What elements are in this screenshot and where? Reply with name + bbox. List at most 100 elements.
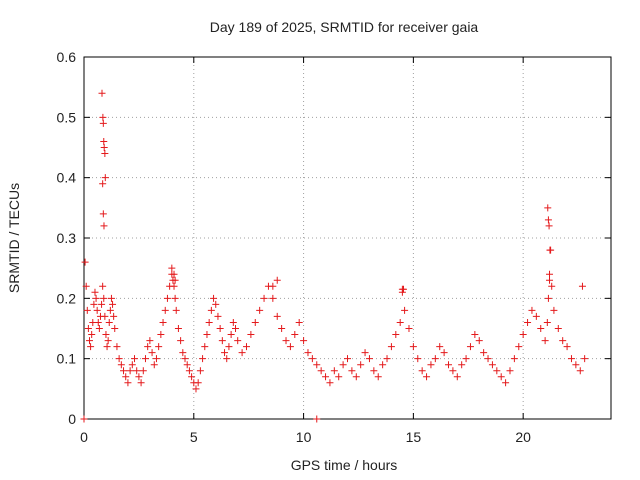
data-point	[541, 337, 549, 345]
data-point	[99, 180, 107, 188]
data-point	[181, 355, 189, 363]
data-point	[99, 113, 107, 121]
data-point	[131, 355, 139, 363]
data-point	[308, 355, 316, 363]
data-point	[344, 355, 351, 363]
data-point	[100, 137, 108, 145]
data-point	[330, 367, 338, 375]
data-point	[291, 331, 299, 339]
data-point	[179, 349, 187, 357]
data-point	[313, 361, 321, 369]
data-point	[221, 349, 229, 357]
data-point	[168, 264, 176, 272]
y-tick-label: 0.6	[57, 49, 77, 65]
data-point	[544, 204, 552, 212]
data-point	[98, 300, 106, 308]
data-point	[578, 282, 586, 290]
data-point	[113, 343, 121, 351]
data-point	[100, 294, 108, 302]
data-point	[183, 361, 191, 369]
data-point	[227, 331, 235, 339]
data-point	[374, 373, 382, 381]
data-point	[103, 343, 111, 351]
data-point	[414, 355, 422, 363]
x-tick-label: 10	[296, 429, 312, 445]
data-point	[171, 294, 179, 302]
x-tick-label: 0	[80, 429, 88, 445]
data-point	[436, 343, 444, 351]
y-tick-label: 0	[68, 411, 76, 427]
data-point	[449, 367, 457, 375]
data-point	[431, 355, 439, 363]
data-point	[295, 318, 303, 326]
data-point	[532, 312, 540, 320]
data-point	[196, 367, 204, 375]
data-point	[352, 373, 360, 381]
data-point	[93, 306, 101, 314]
data-point	[392, 331, 400, 339]
data-point	[510, 355, 518, 363]
y-tick-label: 0.1	[57, 351, 77, 367]
data-point	[212, 300, 220, 308]
data-point	[462, 355, 470, 363]
chart-title: Day 189 of 2025, SRMTID for receiver gai…	[210, 19, 479, 35]
data-point	[273, 276, 281, 284]
data-point	[458, 361, 466, 369]
data-point	[148, 349, 156, 357]
data-point	[126, 367, 134, 375]
data-point	[161, 306, 169, 314]
data-point	[199, 355, 207, 363]
data-point	[225, 343, 233, 351]
data-point	[493, 367, 501, 375]
data-point	[120, 367, 128, 375]
data-point	[300, 337, 308, 345]
data-point	[170, 282, 178, 290]
data-point	[95, 325, 103, 332]
data-point	[445, 361, 453, 369]
data-point	[115, 355, 123, 363]
data-point	[242, 343, 250, 351]
data-point	[544, 216, 552, 224]
data-point	[409, 343, 417, 351]
x-tick-label: 15	[406, 429, 422, 445]
data-point	[144, 343, 152, 351]
data-point	[100, 144, 108, 151]
data-point	[399, 285, 407, 293]
data-point	[117, 361, 125, 369]
data-point	[124, 379, 132, 387]
data-point	[99, 282, 107, 290]
data-point	[99, 210, 107, 218]
data-point	[563, 343, 571, 351]
x-tick-label: 20	[515, 429, 531, 445]
data-point	[83, 306, 91, 314]
data-point	[146, 337, 154, 345]
data-point	[572, 361, 580, 369]
data-point	[554, 325, 562, 332]
data-point	[137, 379, 145, 387]
data-point	[269, 294, 277, 302]
data-point	[101, 174, 109, 182]
data-point	[170, 270, 178, 278]
data-point	[546, 246, 554, 254]
data-point	[194, 379, 202, 387]
data-point	[256, 306, 264, 314]
data-point	[466, 343, 474, 351]
data-point	[506, 367, 514, 375]
data-point	[567, 355, 575, 363]
data-point	[109, 300, 117, 308]
data-point	[370, 367, 378, 375]
data-point	[453, 373, 461, 381]
data-point	[365, 355, 373, 363]
data-point	[163, 294, 171, 302]
data-point	[157, 331, 165, 339]
data-point	[174, 325, 182, 332]
data-point	[273, 312, 281, 320]
data-point	[106, 306, 114, 314]
data-point	[91, 288, 99, 296]
data-point	[282, 337, 290, 345]
axis-ticks: 0 0.1 0.2 0.3 0.4 0.5 0.6 0 5 10 15 20	[57, 49, 611, 445]
data-point	[471, 331, 479, 339]
data-point	[210, 294, 218, 302]
data-point	[383, 355, 391, 363]
